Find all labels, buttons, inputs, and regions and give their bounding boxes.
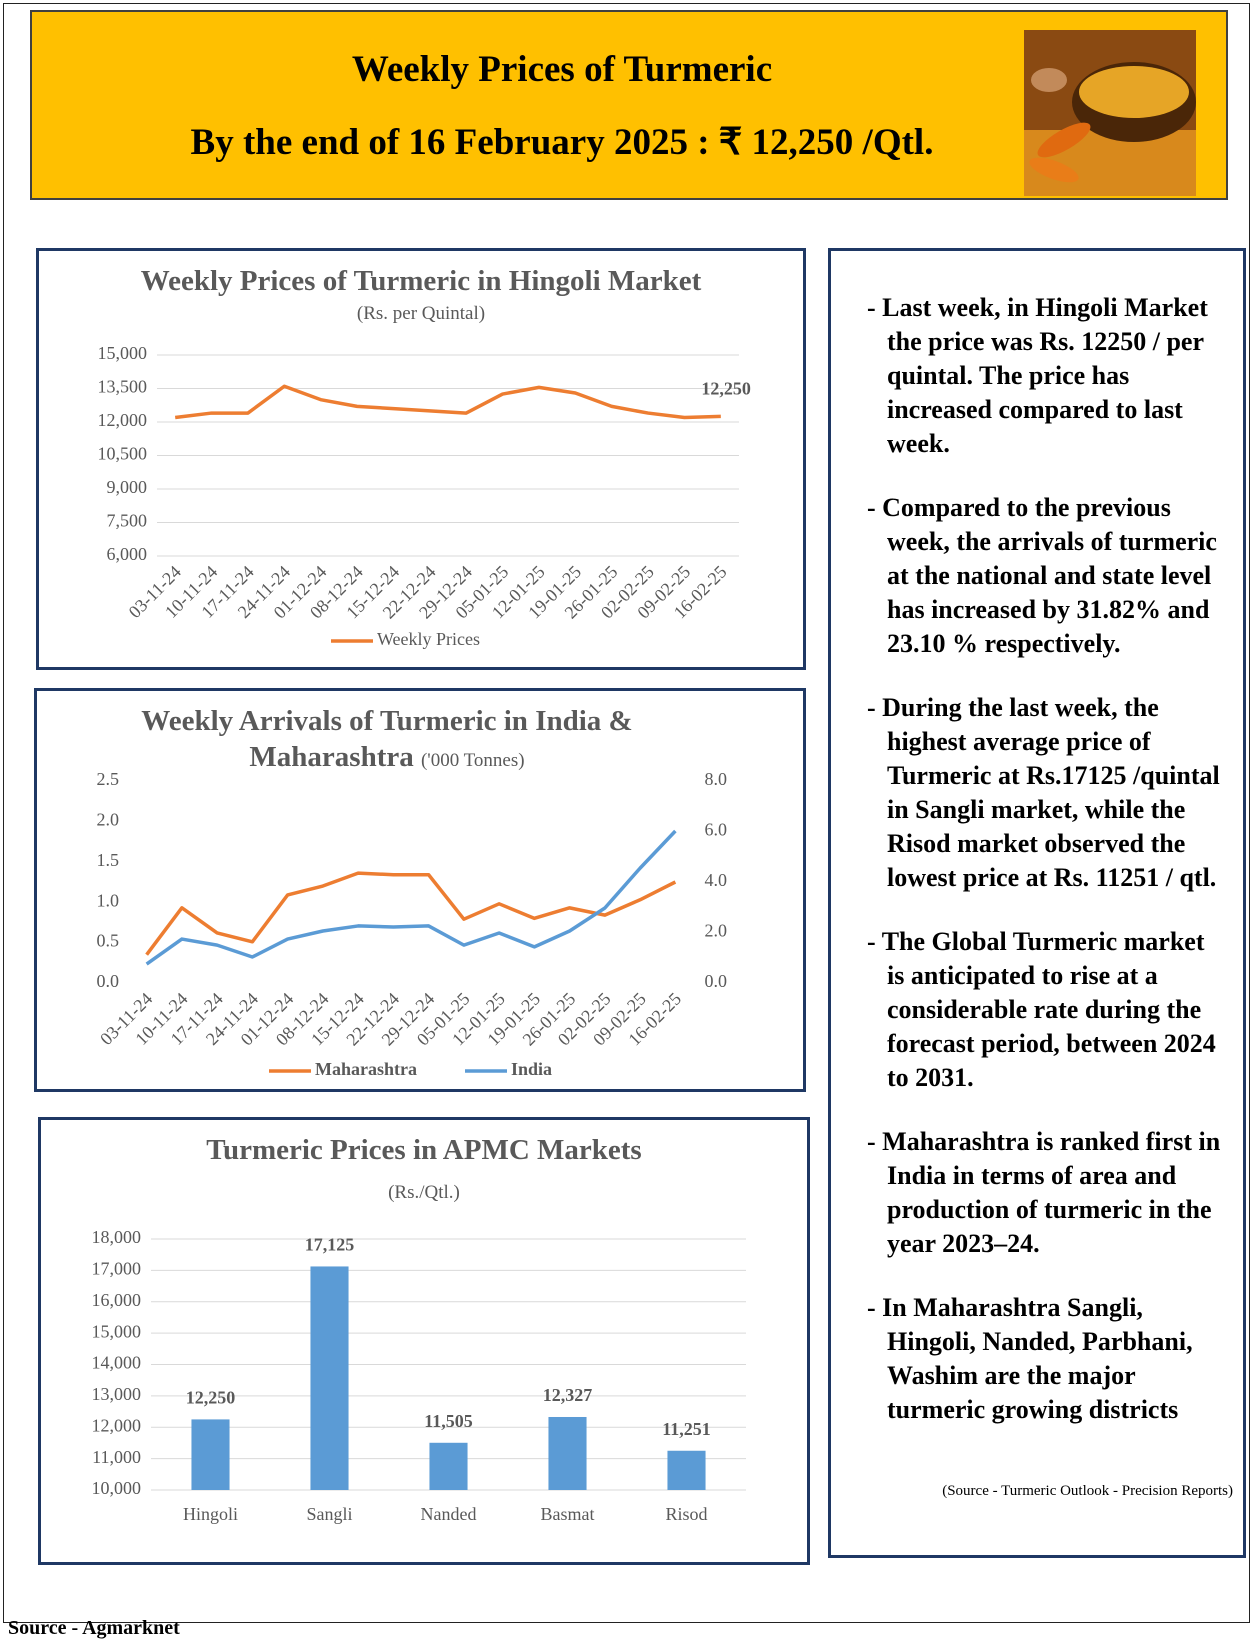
chart-panel: Weekly Arrivals of Turmeric in India & M…	[34, 688, 806, 1092]
bar	[667, 1451, 705, 1490]
bar	[548, 1417, 586, 1490]
note-item: - During the last week, the highest aver…	[867, 691, 1225, 895]
header-title: Weekly Prices of Turmeric	[32, 48, 1092, 91]
y2-tick-label: 2.0	[705, 921, 728, 941]
y-tick-label: 12,000	[92, 1415, 142, 1435]
data-label: 12,250	[186, 1388, 236, 1408]
y-tick-label: 7,500	[107, 511, 148, 531]
legend-label: Weekly Prices	[377, 629, 480, 649]
y-tick-label: 0.0	[97, 971, 120, 991]
series-line	[175, 386, 721, 417]
y-tick-label: 6,000	[107, 544, 148, 564]
turmeric-photo	[1024, 30, 1196, 196]
data-label: 11,251	[662, 1419, 711, 1439]
legend-label: India	[511, 1059, 552, 1079]
x-tick-label: Sangli	[306, 1504, 352, 1524]
legend-label: Maharashtra	[315, 1059, 417, 1079]
bar	[191, 1419, 229, 1490]
bar	[310, 1266, 348, 1490]
note-item: - Compared to the previous week, the arr…	[867, 491, 1225, 661]
y-tick-label: 9,000	[107, 477, 148, 497]
y-tick-label: 17,000	[92, 1259, 142, 1279]
y-tick-label: 2.0	[97, 810, 120, 830]
data-label: 11,505	[424, 1411, 473, 1431]
header-subtitle: By the end of 16 February 2025 : ₹ 12,25…	[32, 120, 1092, 164]
x-tick-label: Hingoli	[183, 1504, 238, 1524]
y-tick-label: 10,500	[98, 444, 148, 464]
header: Weekly Prices of Turmeric By the end of …	[30, 10, 1228, 200]
y-tick-label: 13,000	[92, 1384, 142, 1404]
note-item: - The Global Turmeric market is anticipa…	[867, 925, 1225, 1095]
y-tick-label: 15,000	[98, 343, 148, 363]
y-tick-label: 14,000	[92, 1353, 142, 1373]
x-tick-label: Risod	[665, 1504, 707, 1524]
y-tick-label: 12,000	[98, 410, 148, 430]
y2-tick-label: 8.0	[705, 769, 728, 789]
y-tick-label: 15,000	[92, 1321, 142, 1341]
x-tick-label: Nanded	[421, 1504, 477, 1524]
note-item: - Maharashtra is ranked first in India i…	[867, 1125, 1225, 1261]
y-tick-label: 0.5	[97, 931, 120, 951]
series-line	[147, 831, 676, 964]
footer-source: Source - Agmarknet	[8, 1617, 180, 1640]
data-label: 12,327	[543, 1385, 593, 1405]
y-tick-label: 1.5	[97, 850, 120, 870]
chart: 0.00.51.01.52.02.50.02.04.06.08.003-11-2…	[37, 691, 803, 1089]
chart: 6,0007,5009,00010,50012,00013,50015,0000…	[39, 251, 803, 667]
notes-source: (Source - Turmeric Outlook - Precision R…	[942, 1483, 1233, 1500]
bar	[429, 1443, 467, 1490]
page: Weekly Prices of Turmeric By the end of …	[0, 0, 1255, 1640]
y2-tick-label: 0.0	[705, 971, 728, 991]
chart-panel: Weekly Prices of Turmeric in Hingoli Mar…	[36, 248, 806, 670]
y-tick-label: 13,500	[98, 377, 148, 397]
y-tick-label: 1.0	[97, 890, 120, 910]
y-tick-label: 11,000	[92, 1447, 141, 1467]
y-tick-label: 2.5	[97, 769, 120, 789]
data-label: 17,125	[305, 1235, 355, 1255]
chart: 10,000 11,000 12,000 13,000 14,000 15,000 16,0…	[41, 1120, 807, 1562]
chart-panel: Turmeric Prices in APMC Markets (Rs./Qtl…	[38, 1117, 810, 1565]
x-tick-label: Basmat	[541, 1504, 595, 1524]
y-tick-label: 16,000	[92, 1290, 142, 1310]
notes-list: - Last week, in Hingoli Market the price…	[831, 251, 1243, 1427]
note-item: - Last week, in Hingoli Market the price…	[867, 291, 1225, 461]
y2-tick-label: 4.0	[705, 870, 728, 890]
y-tick-label: 18,000	[92, 1227, 142, 1247]
y-tick-label: 10,000	[92, 1478, 142, 1498]
notes-panel: - Last week, in Hingoli Market the price…	[828, 248, 1246, 1558]
data-label: 12,250	[701, 379, 751, 399]
note-item: - In Maharashtra Sangli, Hingoli, Nanded…	[867, 1291, 1225, 1427]
y2-tick-label: 6.0	[705, 820, 728, 840]
